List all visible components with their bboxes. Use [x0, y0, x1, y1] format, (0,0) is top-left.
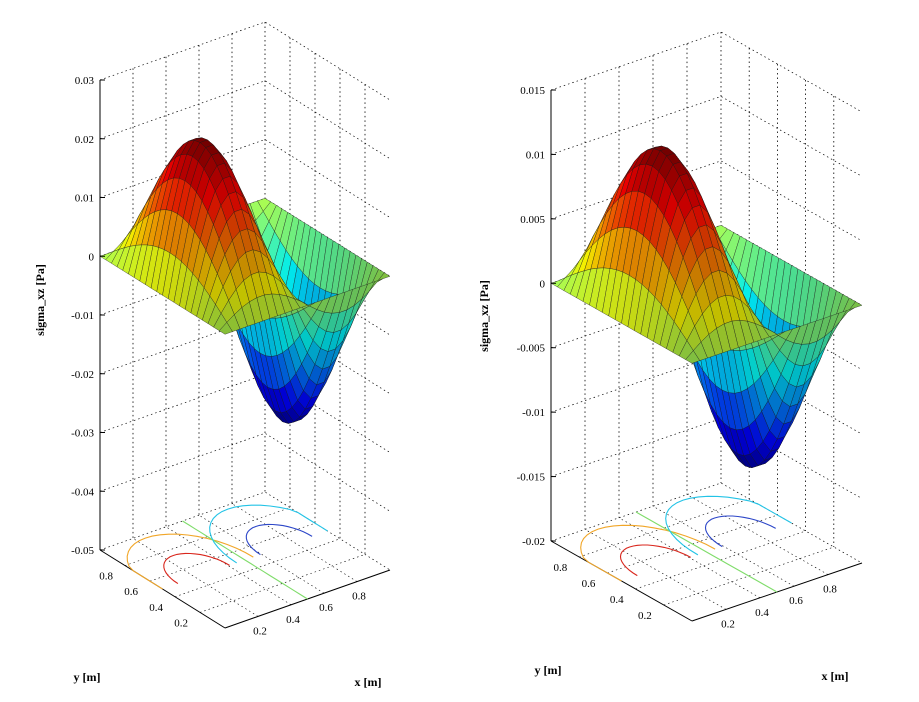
y-tick-label: 0.2 — [174, 617, 188, 629]
right-surface-plot: 0.015 0.01 0.005 0 -0.005 -0.01 -0.015 -0.02 0.… — [477, 31, 863, 683]
z-tick-label: -0.005 — [517, 343, 546, 355]
z-tick-label: -0.05 — [71, 545, 94, 557]
floor-grid — [579, 498, 750, 558]
grid-horizontal — [99, 374, 391, 453]
right-ylabel: y [m] — [535, 663, 562, 677]
y-tick-label: 0.4 — [149, 602, 163, 614]
left-y-ticks: 0.8 0.6 0.4 0.2 — [99, 571, 188, 630]
floor-grid — [686, 494, 829, 575]
y-tick-label: 0.6 — [124, 586, 138, 598]
floor-grid — [198, 514, 325, 594]
surface-patch — [685, 350, 700, 364]
x-tick-label: 0.4 — [755, 607, 769, 619]
surface-patch — [219, 322, 233, 335]
grid-horizontal — [550, 31, 863, 113]
right-contours — [580, 495, 792, 593]
left-axes-lines — [99, 80, 391, 629]
left-ylabel: y [m] — [74, 670, 101, 684]
right-zlabel: sigma_xz [Pa] — [477, 280, 491, 352]
floor-grid — [165, 526, 292, 606]
contour-line — [126, 533, 254, 590]
grid-horizontal — [550, 96, 863, 177]
contour-line — [182, 520, 308, 600]
floor-grid — [132, 538, 259, 617]
grid-horizontal — [550, 418, 863, 499]
contour-line — [665, 495, 792, 556]
grid-horizontal — [550, 482, 863, 564]
floor-grid — [635, 530, 806, 590]
right-surface — [550, 145, 863, 469]
contour-line — [209, 504, 328, 564]
grid-horizontal — [99, 432, 391, 512]
z-tick-label: 0 — [540, 278, 546, 290]
grid-horizontal — [550, 160, 863, 242]
y-tick-label: 0.6 — [582, 578, 596, 590]
floor-grid — [584, 529, 727, 610]
x-tick-label: 0.2 — [253, 625, 267, 637]
contour-line — [163, 552, 230, 585]
x-tick-label: 0.4 — [286, 614, 300, 626]
floor-grid — [652, 505, 795, 587]
left-x-ticks: 0.2 0.4 0.6 0.8 — [253, 591, 366, 638]
z-tick-label: -0.015 — [517, 472, 546, 484]
x-tick-label: 0.6 — [789, 595, 803, 607]
y-tick-label: 0.8 — [553, 562, 567, 574]
z-tick-label: 0.02 — [75, 134, 94, 146]
z-tick-label: 0.005 — [520, 214, 545, 226]
floor-grid — [231, 503, 358, 582]
contour-line — [580, 524, 716, 582]
contour-line — [245, 523, 313, 556]
grid-horizontal — [99, 80, 391, 160]
floor-grid — [607, 514, 778, 574]
right-x-ticks: 0.2 0.4 0.6 0.8 — [721, 584, 837, 631]
left-contours — [126, 504, 328, 600]
right-y-ticks: 0.8 0.6 0.4 0.2 — [553, 562, 651, 622]
grid-horizontal — [99, 21, 391, 101]
left-surface-plot: 0.03 0.02 0.01 0 -0.01 -0.02 -0.03 -0.04 -0.05 0… — [33, 21, 391, 689]
x-tick-label: 0.6 — [319, 602, 333, 614]
z-tick-label: -0.03 — [71, 428, 94, 440]
x-tick-label: 0.8 — [352, 591, 366, 603]
floor-grid — [663, 546, 834, 606]
y-tick-label: 0.2 — [638, 610, 652, 622]
contour-line — [704, 515, 776, 548]
z-tick-label: 0 — [89, 251, 95, 263]
z-tick-label: 0.01 — [75, 193, 94, 205]
x-tick-label: 0.8 — [823, 584, 837, 596]
floor-grid — [618, 517, 761, 599]
y-tick-label: 0.4 — [610, 594, 624, 606]
left-surface — [99, 137, 391, 424]
z-tick-label: -0.01 — [71, 310, 94, 322]
z-tick-label: 0.01 — [526, 149, 545, 161]
right-z-ticks: 0.015 0.01 0.005 0 -0.005 -0.01 -0.015 -0.02 — [517, 85, 556, 548]
left-z-ticks: 0.03 0.02 0.01 0 -0.01 -0.02 -0.03 -0.04 -0.05 — [71, 75, 105, 557]
right-xlabel: x [m] — [822, 669, 849, 683]
z-tick-label: 0.015 — [520, 85, 545, 97]
z-tick-label: 0.03 — [75, 75, 95, 87]
z-tick-label: -0.02 — [71, 369, 94, 381]
z-tick-label: -0.04 — [71, 486, 94, 498]
grid-horizontal — [550, 289, 863, 371]
contour-line — [619, 544, 691, 577]
y-tick-label: 0.8 — [99, 571, 113, 583]
z-tick-label: -0.02 — [522, 536, 545, 548]
contour-line — [635, 511, 778, 593]
grid-horizontal — [550, 353, 863, 435]
z-tick-label: -0.01 — [522, 407, 545, 419]
grid-horizontal — [99, 491, 391, 571]
left-xlabel: x [m] — [355, 675, 382, 689]
left-zlabel: sigma_xz [Pa] — [33, 264, 47, 336]
x-tick-label: 0.2 — [721, 618, 735, 630]
